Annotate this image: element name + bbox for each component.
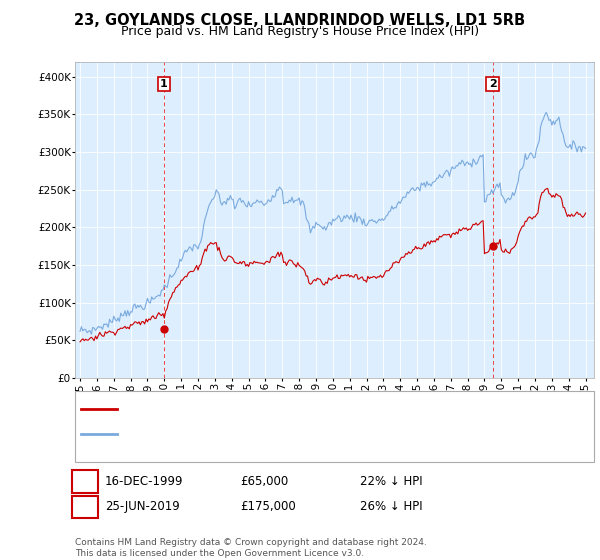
Text: Price paid vs. HM Land Registry's House Price Index (HPI): Price paid vs. HM Land Registry's House … xyxy=(121,25,479,38)
Text: 22% ↓ HPI: 22% ↓ HPI xyxy=(360,475,422,488)
Text: 16-DEC-1999: 16-DEC-1999 xyxy=(105,475,184,488)
Text: 1: 1 xyxy=(81,475,89,488)
Text: £65,000: £65,000 xyxy=(240,475,288,488)
Text: 23, GOYLANDS CLOSE, LLANDRINDOD WELLS, LD1 5RB: 23, GOYLANDS CLOSE, LLANDRINDOD WELLS, L… xyxy=(74,13,526,28)
Text: 2: 2 xyxy=(81,500,89,514)
Text: Contains HM Land Registry data © Crown copyright and database right 2024.
This d: Contains HM Land Registry data © Crown c… xyxy=(75,538,427,558)
Text: 25-JUN-2019: 25-JUN-2019 xyxy=(105,500,180,514)
Text: 23, GOYLANDS CLOSE, LLANDRINDOD WELLS, LD1 5RB (detached house): 23, GOYLANDS CLOSE, LLANDRINDOD WELLS, L… xyxy=(123,404,533,414)
Text: 1: 1 xyxy=(160,79,167,89)
Text: £175,000: £175,000 xyxy=(240,500,296,514)
Text: 2: 2 xyxy=(488,79,496,89)
Text: HPI: Average price, detached house, Powys: HPI: Average price, detached house, Powy… xyxy=(123,429,364,438)
Text: 26% ↓ HPI: 26% ↓ HPI xyxy=(360,500,422,514)
